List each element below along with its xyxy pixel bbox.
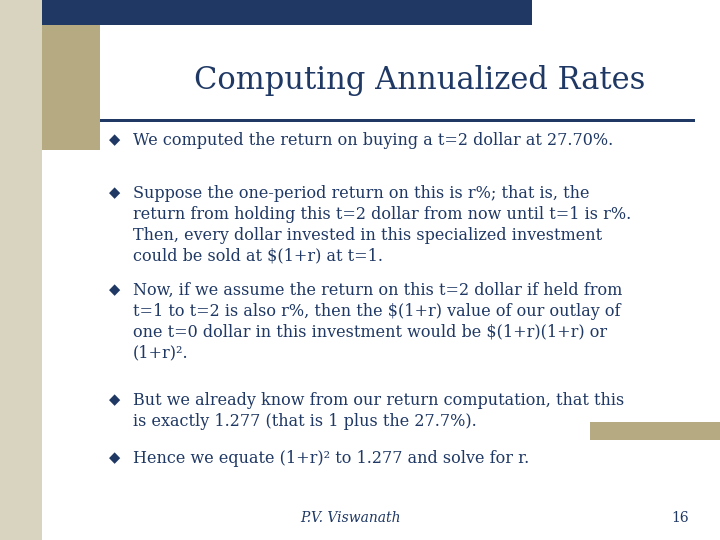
Text: We computed the return on buying a t=2 dollar at 27.70%.: We computed the return on buying a t=2 d…	[133, 132, 613, 149]
Text: ◆: ◆	[109, 282, 121, 297]
Text: 16: 16	[671, 511, 689, 525]
Bar	[0, 0, 42, 540]
Text: Hence we equate (1+r)² to 1.277 and solve for r.: Hence we equate (1+r)² to 1.277 and solv…	[133, 450, 529, 467]
Text: Suppose the one-period return on this is r%; that is, the
return from holding th: Suppose the one-period return on this is…	[133, 185, 631, 265]
Text: But we already know from our return computation, that this
is exactly 1.277 (tha: But we already know from our return comp…	[133, 392, 624, 430]
Text: ◆: ◆	[109, 450, 121, 465]
Text: ◆: ◆	[109, 185, 121, 200]
Bar	[42, 0, 100, 150]
Text: P.V. Viswanath: P.V. Viswanath	[300, 511, 400, 525]
Text: Computing Annualized Rates: Computing Annualized Rates	[194, 64, 646, 96]
Text: Now, if we assume the return on this t=2 dollar if held from
t=1 to t=2 is also : Now, if we assume the return on this t=2…	[133, 282, 622, 362]
Text: ◆: ◆	[109, 132, 121, 147]
Bar	[100, 119, 695, 122]
Bar	[590, 422, 720, 440]
Bar	[42, 0, 532, 25]
Text: ◆: ◆	[109, 392, 121, 407]
